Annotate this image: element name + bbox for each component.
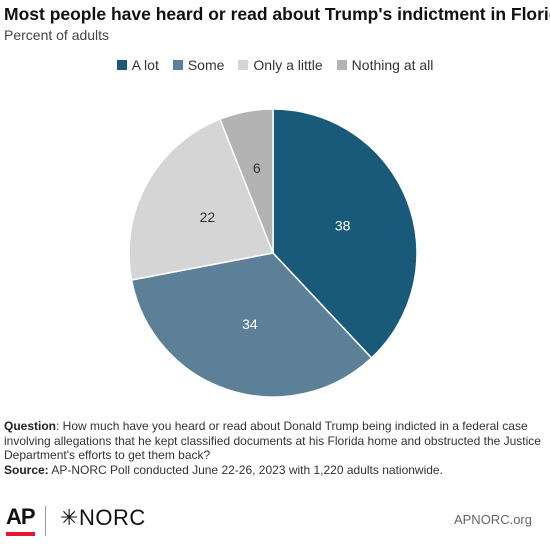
norc-star-icon: ✳ xyxy=(60,505,79,530)
slice-value-label: 34 xyxy=(242,316,258,332)
norc-logo: ✳NORC xyxy=(60,505,146,531)
source-label: Source: xyxy=(4,462,49,477)
legend-item-only-a-little: Only a little xyxy=(238,57,323,73)
legend-label: Some xyxy=(187,57,225,73)
pie-slice-only-a-little xyxy=(128,118,275,281)
question-note: Question: How much have you heard or rea… xyxy=(4,419,544,463)
legend-label: Nothing at all xyxy=(351,57,434,73)
pie-slice-some xyxy=(130,252,373,398)
chart-title: Most people have heard or read about Tru… xyxy=(4,4,550,24)
logo-divider xyxy=(45,506,46,536)
chart-notes: Question: How much have you heard or rea… xyxy=(4,419,544,477)
legend-item-nothing-at-all: Nothing at all xyxy=(336,57,434,73)
slice-value-label: 22 xyxy=(200,209,216,225)
legend-swatch xyxy=(336,60,347,70)
source-text: AP-NORC Poll conducted June 22-26, 2023 … xyxy=(48,462,443,477)
site-link[interactable]: APNORC.org xyxy=(453,512,532,527)
legend-item-a-lot: A lot xyxy=(116,57,159,73)
footer: AP ✳NORC APNORC.org xyxy=(0,496,550,550)
ap-logo: AP xyxy=(6,504,36,529)
slice-value-label: 6 xyxy=(253,160,261,176)
legend-label: A lot xyxy=(131,57,159,73)
pie-slice-nothing-at-all xyxy=(219,108,274,254)
norc-logo-text: NORC xyxy=(78,505,146,530)
legend: A lot Some Only a little Nothing at all xyxy=(0,57,550,73)
legend-swatch xyxy=(172,60,183,70)
pie-chart: 38 34 22 6 xyxy=(128,108,418,398)
chart-subtitle: Percent of adults xyxy=(4,27,110,43)
ap-logo-bar xyxy=(6,532,35,536)
source-note: Source: AP-NORC Poll conducted June 22-2… xyxy=(4,463,544,478)
legend-swatch xyxy=(116,60,127,70)
legend-label: Only a little xyxy=(253,57,323,73)
legend-item-some: Some xyxy=(172,57,225,73)
question-text: : How much have you heard or read about … xyxy=(4,419,541,462)
slice-value-label: 38 xyxy=(335,217,351,233)
pie-slice-a-lot xyxy=(272,108,418,360)
question-label: Question xyxy=(4,419,57,433)
legend-swatch xyxy=(238,60,249,70)
